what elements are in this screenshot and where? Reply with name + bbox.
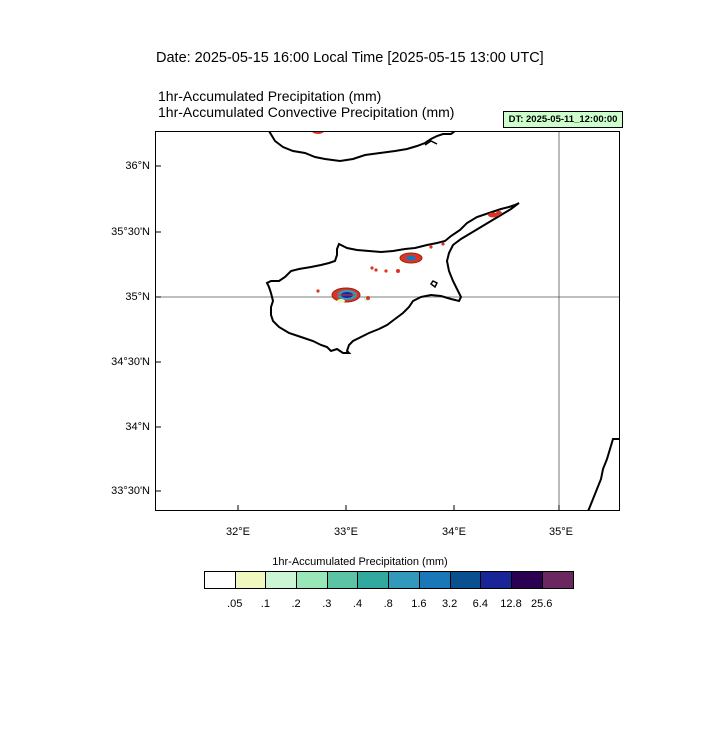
- colorbar-swatch: [266, 572, 298, 588]
- lat-label-33-30n: 33°30'N: [111, 485, 150, 497]
- colorbar-swatch: [419, 572, 451, 588]
- colorbar-swatch: [542, 572, 574, 588]
- lon-label-32e: 32°E: [226, 526, 250, 538]
- colorbar-label: 6.4: [472, 598, 488, 610]
- lat-label-35n: 35°N: [125, 291, 150, 303]
- cyprus-coastline: [265, 202, 520, 354]
- colorbar-swatch: [297, 572, 328, 588]
- colorbar-label: .3: [322, 598, 332, 610]
- colorbar-swatch: [358, 572, 390, 588]
- precipitation-cell-northeast: [399, 252, 423, 264]
- lon-label-35e: 35°E: [549, 526, 573, 538]
- colorbar-swatch: [389, 572, 420, 588]
- precipitation-cell-southwest: [331, 287, 370, 303]
- colorbar-label: 25.6: [530, 598, 553, 610]
- colorbar-label: .2: [291, 598, 301, 610]
- map-panel[interactable]: [155, 128, 620, 512]
- colorbar-swatch: [450, 572, 482, 588]
- colorbar-label: .8: [383, 598, 393, 610]
- lat-label-36n: 36°N: [125, 160, 150, 172]
- colorbar-swatch: [235, 572, 267, 588]
- precipitation-scattered-dots: [316, 242, 445, 300]
- axis-ticks: [155, 165, 560, 511]
- colorbar-label: 1.6: [411, 598, 427, 610]
- colorbar-label: 12.8: [500, 598, 522, 610]
- lat-label-34n: 34°N: [125, 421, 150, 433]
- lat-label-35-30n: 35°30'N: [111, 226, 150, 238]
- dt-badge: DT: 2025-05-11_12:00:00: [503, 111, 623, 128]
- colorbar-swatch: [481, 572, 512, 588]
- precipitation-cell-karpas: [488, 211, 502, 218]
- turkey-coast-inlet: [424, 140, 438, 146]
- field-label-convective: 1hr-Accumulated Convective Precipitation…: [158, 104, 455, 120]
- colorbar-swatch: [327, 572, 359, 588]
- colorbar-title: 1hr-Accumulated Precipitation (mm): [272, 556, 448, 568]
- colorbar: [204, 571, 575, 589]
- levant-coastline: [587, 438, 620, 512]
- lat-label-34-30n: 34°30'N: [111, 356, 150, 368]
- field-label-precip: 1hr-Accumulated Precipitation (mm): [158, 88, 382, 104]
- cyprus-islet: [429, 280, 439, 289]
- turkey-coastline: [268, 130, 456, 163]
- colorbar-label: .05: [227, 598, 243, 610]
- colorbar-swatch: [205, 572, 236, 588]
- lon-label-34e: 34°E: [442, 526, 466, 538]
- colorbar-swatch: [511, 572, 543, 588]
- colorbar-label: .4: [352, 598, 363, 610]
- colorbar-label: .1: [260, 598, 270, 610]
- lon-label-33e: 33°E: [334, 526, 358, 538]
- colorbar-label: 3.2: [441, 598, 458, 610]
- map-frame: [155, 131, 620, 511]
- date-title: Date: 2025-05-15 16:00 Local Time [2025-…: [156, 50, 544, 66]
